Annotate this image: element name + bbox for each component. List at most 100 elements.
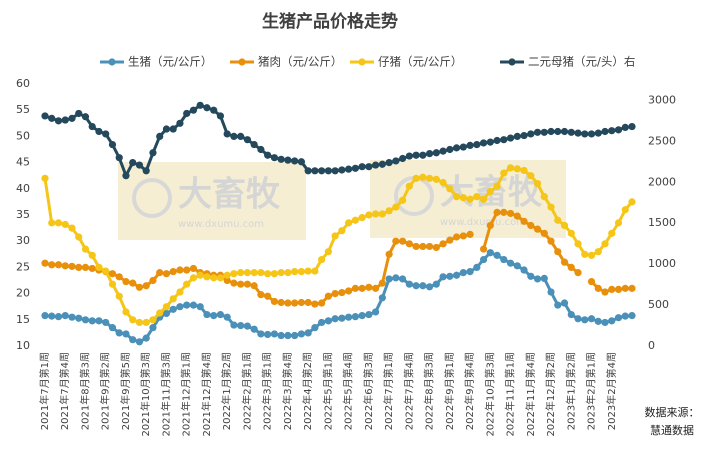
point	[129, 159, 137, 167]
x-tick-label: 2021年12月第4周	[200, 352, 213, 437]
point	[41, 312, 49, 320]
point	[419, 242, 427, 251]
point	[540, 274, 548, 283]
legend-marker	[508, 58, 516, 66]
point	[142, 334, 150, 342]
point	[250, 140, 258, 149]
point	[68, 114, 76, 122]
point	[210, 106, 218, 114]
x-tick-label: 2022年12月第2周	[544, 352, 557, 437]
point	[318, 167, 326, 175]
point	[115, 292, 123, 300]
point	[628, 284, 636, 292]
point	[378, 160, 386, 168]
point	[372, 210, 380, 218]
point	[358, 214, 366, 222]
y2-tick-label: 3000	[648, 93, 676, 106]
point	[587, 130, 596, 138]
point	[608, 229, 616, 237]
point	[479, 245, 488, 253]
y-tick-label: 55	[16, 103, 30, 116]
point	[378, 279, 386, 287]
point	[338, 166, 346, 174]
point	[61, 312, 69, 320]
point	[581, 130, 589, 138]
point	[243, 136, 252, 144]
point	[479, 255, 488, 264]
point	[574, 129, 582, 137]
point	[547, 127, 555, 136]
point	[466, 230, 474, 238]
point	[270, 270, 279, 278]
point	[284, 156, 292, 164]
point	[385, 275, 393, 283]
point	[412, 174, 420, 182]
point	[250, 325, 258, 333]
point	[459, 269, 467, 277]
point	[419, 151, 427, 159]
point	[594, 129, 602, 137]
point	[284, 299, 292, 307]
point	[304, 298, 312, 307]
source: 数据来源：	[645, 405, 700, 419]
point	[365, 211, 373, 219]
point	[156, 269, 164, 277]
point	[176, 303, 184, 311]
point	[108, 270, 117, 278]
point	[547, 237, 555, 245]
x-tick-label: 2022年5月第1周	[321, 352, 334, 430]
point	[304, 329, 312, 337]
point	[108, 280, 117, 288]
point	[102, 267, 110, 275]
watermark-url: www.dxumu.com	[440, 217, 526, 228]
point	[142, 167, 150, 175]
point	[372, 161, 380, 169]
watermark-text: 大畜牧	[178, 175, 281, 215]
point	[304, 167, 312, 175]
x-tick-label: 2022年4月第2周	[301, 352, 314, 430]
point	[351, 216, 359, 224]
point	[351, 313, 359, 321]
point	[358, 284, 366, 292]
point	[189, 301, 198, 309]
point	[183, 266, 191, 274]
y2-tick-label: 0	[648, 339, 655, 352]
point	[129, 336, 137, 344]
point	[196, 271, 204, 279]
point	[405, 280, 413, 288]
point	[601, 318, 609, 327]
point	[311, 167, 319, 175]
point	[405, 182, 413, 190]
point	[446, 236, 454, 244]
point	[176, 266, 184, 274]
point	[574, 315, 582, 323]
point	[527, 130, 535, 138]
x-tick-label: 2022年10月第3周	[483, 352, 496, 437]
point	[223, 130, 231, 138]
point	[243, 280, 252, 288]
point	[115, 154, 123, 162]
x-tick-label: 2022年7月第1周	[382, 352, 395, 430]
source: 慧通数据	[650, 423, 694, 437]
point	[61, 116, 69, 124]
point	[486, 187, 494, 196]
point	[533, 225, 542, 233]
point	[237, 321, 245, 330]
point	[392, 157, 400, 165]
point	[216, 310, 225, 319]
x-tick-label: 2021年7月第1周	[38, 352, 51, 430]
point	[68, 313, 76, 321]
point	[446, 272, 454, 280]
point	[345, 219, 353, 227]
point	[500, 208, 508, 216]
point	[628, 122, 636, 131]
point	[324, 248, 332, 256]
y-tick-label: 50	[16, 129, 30, 142]
point	[183, 109, 191, 118]
point	[540, 193, 548, 201]
point	[270, 297, 279, 306]
point	[540, 128, 548, 136]
point	[378, 210, 386, 218]
point	[439, 240, 447, 248]
point	[392, 203, 400, 211]
